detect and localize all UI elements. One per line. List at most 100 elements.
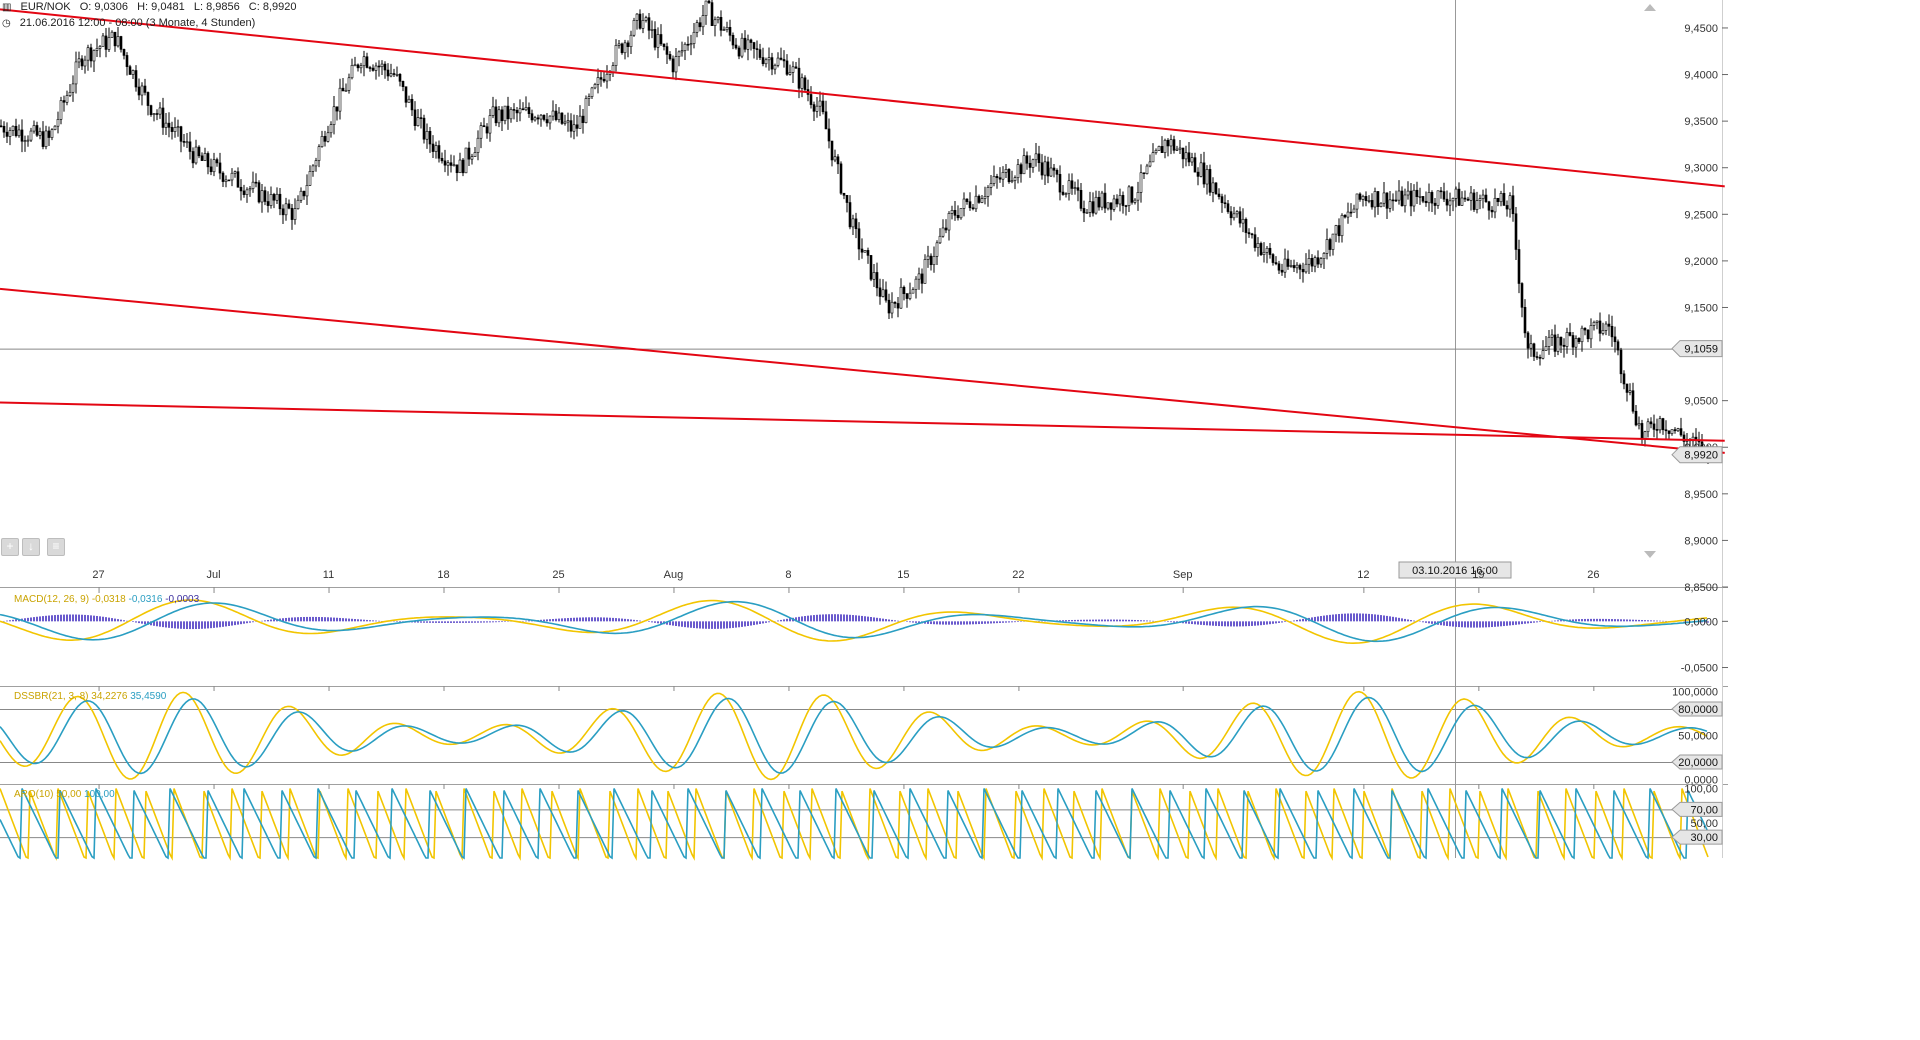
y-tick-label: 9,0500 (1684, 396, 1718, 408)
candle-body (869, 255, 873, 280)
macd-histogram-bar (909, 621, 911, 623)
candle-body (440, 157, 444, 162)
macd-histogram-bar (1707, 621, 1709, 623)
candle-body (881, 289, 885, 297)
macd-histogram-bar (1557, 620, 1559, 622)
macd-histogram-bar (1173, 621, 1175, 623)
macd-histogram-bar (1083, 619, 1085, 622)
macd-histogram-bar (468, 621, 470, 623)
candle-body (980, 198, 984, 203)
candle-body (1589, 325, 1593, 340)
candle-body (1670, 429, 1674, 434)
macd-histogram-bar (297, 617, 299, 622)
candle-body (1520, 283, 1524, 308)
close-value: C: 8,9920 (248, 1, 297, 13)
candle-body (1049, 167, 1053, 177)
candle-body (488, 115, 492, 134)
macd-histogram-bar (636, 620, 638, 622)
macd-histogram-bar (1212, 621, 1214, 626)
macd-histogram-bar (93, 615, 95, 622)
macd-histogram-bar (1425, 621, 1427, 623)
macd-histogram-bar (363, 619, 365, 622)
price-axis: 9,4500 9,4000 9,3500 9,3000 9,2500 9,2000 9,15… (1398, 4, 1728, 845)
macd-histogram-bar (1572, 619, 1574, 622)
macd-histogram-bar (186, 621, 188, 630)
macd-histogram-bar (1092, 619, 1094, 622)
candle-body (1466, 198, 1470, 201)
candle-body (797, 67, 801, 89)
macd-histogram-bar (573, 617, 575, 622)
candle-body (1562, 344, 1566, 347)
scroll-up-icon[interactable] (1644, 4, 1656, 11)
macd-histogram-bar (327, 617, 329, 622)
candle-body (779, 57, 783, 60)
macd-histogram-bar (1146, 620, 1148, 622)
macd-histogram-bar (183, 621, 185, 629)
macd-histogram-bar (201, 621, 203, 629)
macd-histogram-bar (714, 621, 716, 629)
macd-histogram-bar (969, 621, 971, 625)
candle-body (260, 190, 264, 203)
x-tick-label: 27 (92, 569, 104, 581)
candle-body (968, 201, 972, 209)
trendline[interactable] (0, 287, 1725, 454)
macd-histogram-bar (1299, 619, 1301, 622)
candle-body (1229, 211, 1233, 219)
candle-body (1187, 152, 1191, 163)
candle-body (1580, 327, 1584, 343)
candle-body (629, 34, 633, 48)
settings-button[interactable]: ≡ (47, 538, 65, 556)
candle-body (1175, 148, 1179, 151)
scroll-down-icon[interactable] (1644, 551, 1656, 558)
macd-histogram-bar (198, 621, 200, 629)
candle-body (140, 85, 144, 96)
trendlines[interactable] (0, 8, 1725, 454)
macd-histogram-bar (777, 620, 779, 622)
macd-histogram-bar (567, 618, 569, 622)
candle-body (509, 109, 513, 120)
candle-body (911, 289, 915, 294)
candle-body (410, 98, 414, 111)
macd-histogram-bar (267, 619, 269, 622)
trendline[interactable] (0, 8, 1725, 188)
macd-histogram-bar (33, 617, 35, 622)
macd-histogram-bar (891, 619, 893, 622)
candle-body (935, 242, 939, 257)
candle-body (437, 145, 441, 159)
macd-histogram-bar (1398, 617, 1400, 622)
candle-body (386, 69, 390, 77)
candle-body (35, 125, 39, 136)
candle-body (1463, 197, 1467, 200)
zoom-in-button[interactable]: + (1, 538, 19, 556)
candle-body (1253, 234, 1257, 248)
candle-body (1220, 196, 1224, 204)
macd-histogram-bar (1383, 615, 1385, 622)
candle-body (92, 50, 96, 62)
candle-body (113, 31, 117, 47)
macd-histogram-bar (1296, 619, 1298, 622)
macd-histogram-bar (978, 621, 980, 625)
macd-histogram-bar (138, 621, 140, 624)
candle-body (587, 96, 591, 99)
macd-histogram-bar (594, 617, 596, 622)
trendline[interactable] (0, 401, 1725, 442)
macd-histogram-bar (1008, 621, 1010, 623)
macd-histogram-bar (69, 614, 71, 622)
y-tick-label: 8,9000 (1684, 535, 1718, 547)
macd-histogram-bar (1392, 616, 1394, 622)
macd-histogram-bar (1632, 619, 1634, 622)
candle-body (1427, 192, 1431, 204)
candle-body (1568, 332, 1572, 336)
macd-histogram-bar (1011, 621, 1013, 623)
macd-histogram-bar (1197, 621, 1199, 625)
candle-body (0, 125, 3, 128)
candle-body (392, 73, 396, 75)
macd-histogram-bar (1431, 621, 1433, 624)
macd-value-2: -0,0316 (128, 594, 163, 605)
candle-body (1424, 200, 1428, 204)
download-button[interactable]: ↓ (22, 538, 40, 556)
macd-histogram-bar (738, 621, 740, 628)
macd-histogram-bar (1305, 618, 1307, 622)
macd-histogram-bar (1434, 621, 1436, 625)
